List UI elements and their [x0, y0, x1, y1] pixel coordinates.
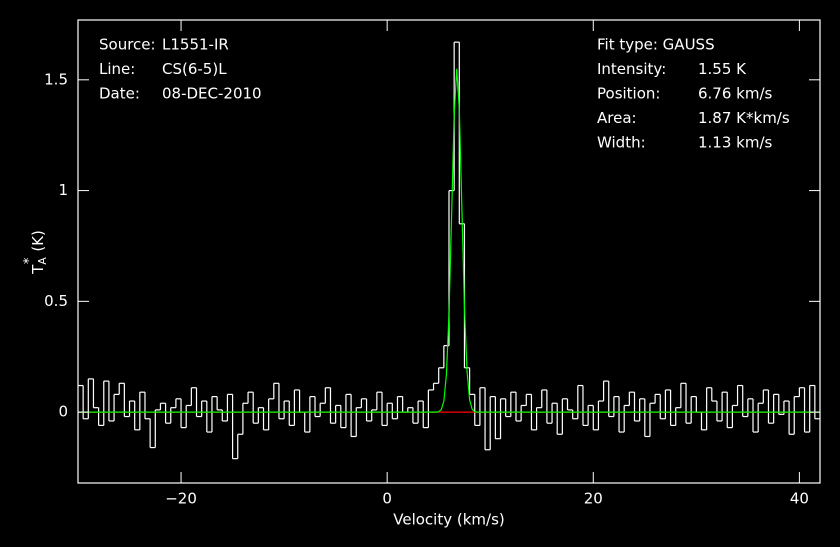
fit-value: 1.13 km/s — [698, 134, 773, 152]
info-label: Source: — [99, 36, 156, 54]
fit-line — [78, 68, 820, 413]
info-value: L1551-IR — [162, 36, 229, 54]
y-tick-label: 0.5 — [44, 292, 68, 310]
x-tick-label: −20 — [165, 490, 197, 508]
fit-value: 1.87 K*km/s — [698, 109, 790, 127]
x-tick-label: 20 — [584, 490, 603, 508]
y-axis-label: TA* (K) — [22, 230, 50, 275]
y-label-superscript: * — [22, 257, 37, 264]
x-axis-label: Velocity (km/s) — [393, 511, 504, 529]
fit-title: Fit type: GAUSS — [597, 36, 715, 54]
x-tick-label: 0 — [382, 490, 392, 508]
y-tick-label: 0 — [58, 403, 68, 421]
fit-label: Position: — [597, 85, 660, 103]
fit-value: 6.76 km/s — [698, 85, 773, 103]
y-label-subscript: A — [36, 257, 49, 265]
info-label: Line: — [99, 60, 135, 78]
y-label-unit: (K) — [29, 230, 47, 252]
info-value: 08-DEC-2010 — [162, 85, 262, 103]
y-label-symbol: T — [29, 264, 47, 275]
plot-frame — [77, 19, 821, 484]
fit-value: 1.55 K — [698, 60, 747, 78]
info-value: CS(6-5)L — [162, 60, 227, 78]
x-tick-label: 40 — [790, 490, 809, 508]
step-connector — [82, 42, 816, 459]
fit-label: Width: — [597, 134, 646, 152]
info-label: Date: — [99, 85, 140, 103]
fit-label: Intensity: — [597, 60, 666, 78]
fit-label: Area: — [597, 109, 637, 127]
y-tick-label: 1.5 — [44, 70, 68, 88]
y-tick-label: 1 — [58, 181, 68, 199]
